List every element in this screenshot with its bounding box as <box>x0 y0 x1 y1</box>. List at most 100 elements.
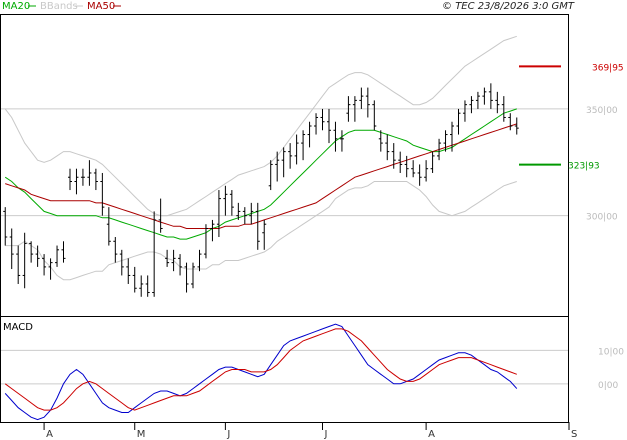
ohlc-bar <box>139 275 144 297</box>
ohlc-bar <box>171 249 176 272</box>
ohlc-bar <box>301 130 306 161</box>
x-tick-label: S <box>571 429 577 440</box>
ma50-line <box>5 123 517 229</box>
bbands-upper-line <box>4 35 517 217</box>
ohlc-bar <box>236 202 241 220</box>
ohlc-bar <box>74 168 79 195</box>
ohlc-bar <box>87 160 92 186</box>
ohlc-bar <box>178 254 183 276</box>
ohlc-bar <box>262 219 267 250</box>
ohlc-bar <box>184 262 189 293</box>
ohlc-bar <box>242 207 247 225</box>
ohlc-bar <box>22 232 27 289</box>
x-tick-label: J <box>324 429 328 440</box>
ohlc-bar <box>113 237 118 263</box>
ohlc-bar <box>488 83 493 109</box>
ohlc-bar <box>152 211 157 297</box>
ohlc-bar <box>391 143 396 169</box>
ohlc-bar <box>372 100 377 131</box>
price-tick-label: 300|00 <box>586 213 618 223</box>
ohlc-bar <box>469 96 474 114</box>
ohlc-bar <box>398 151 403 173</box>
ohlc-bar <box>404 155 409 178</box>
ohlc-bar <box>495 91 500 114</box>
ohlc-bar <box>307 121 312 148</box>
price-tick-label: 350|00 <box>586 106 618 116</box>
legend-bbands-label: BBands <box>40 1 78 12</box>
ohlc-bar <box>35 245 40 267</box>
ohlc-bar <box>145 275 150 297</box>
ohlc-bar <box>132 266 137 293</box>
bbands-lower-line <box>5 181 517 281</box>
ma20-line <box>4 108 517 240</box>
ohlc-bar <box>16 245 21 284</box>
legend: MA20 BBands MA50 <box>2 1 121 12</box>
ohlc-bar <box>339 130 344 152</box>
ohlc-bar <box>93 168 98 191</box>
macd-axis: 10|00 0|00 <box>598 347 624 390</box>
ohlc-bar <box>514 117 519 135</box>
ohlc-bar <box>462 100 467 122</box>
price-series <box>4 35 517 281</box>
ohlc-bar <box>268 160 273 191</box>
ohlc-bar <box>191 262 196 289</box>
ohlc-bar <box>475 91 480 109</box>
x-tick-label: A <box>428 429 435 440</box>
ohlc-bar <box>67 168 72 191</box>
ohlc-bar <box>359 87 364 109</box>
ohlc-bar <box>249 202 254 225</box>
macd-tick-label: 10|00 <box>598 347 624 357</box>
signal-line <box>4 328 517 411</box>
ohlc-bar <box>281 147 286 178</box>
x-tick-label: M <box>137 429 146 440</box>
ohlc-bar <box>294 134 299 165</box>
ohlc-bar <box>378 130 383 152</box>
ohlc-bar <box>456 108 461 135</box>
ohlc-bar <box>229 190 234 216</box>
ohlc-bar <box>255 202 260 250</box>
ohlc-bar <box>352 96 357 122</box>
x-tick-label: J <box>226 429 230 440</box>
ohlc-bar <box>508 113 513 131</box>
ohlc-bar <box>411 160 416 178</box>
ohlc-bar <box>223 185 228 216</box>
ohlc-bar <box>346 96 351 122</box>
price-marker-label: 323|93 <box>568 162 600 172</box>
ohlc-bar <box>437 138 442 161</box>
ohlc-bar <box>501 96 506 122</box>
ohlc-bar <box>9 228 14 270</box>
legend-ma20-label: MA20 <box>2 1 30 12</box>
ohlc-bar <box>482 87 487 105</box>
price-panel-frame <box>0 14 569 317</box>
ohlc-bar <box>216 190 221 238</box>
ohlc-bar <box>365 87 370 118</box>
price-axis: 300|00 350|00 369|95 323|93 <box>519 63 624 223</box>
price-bars <box>3 83 519 297</box>
macd-tick-label: 0|00 <box>598 381 618 391</box>
copyright-text: © TEC 23/8/2026 3:0 GMT <box>442 1 575 12</box>
macd-panel-frame <box>0 316 569 423</box>
ohlc-bar <box>106 207 111 246</box>
ohlc-bar <box>320 108 325 131</box>
ohlc-bar <box>42 254 47 276</box>
ohlc-bar <box>158 198 163 233</box>
ohlc-bar <box>385 134 390 161</box>
ohlc-bar <box>314 113 319 135</box>
ohlc-bar <box>430 151 435 173</box>
ohlc-bar <box>55 245 60 267</box>
ohlc-bar <box>3 207 8 246</box>
ohlc-bar <box>203 224 208 259</box>
ohlc-bar <box>424 160 429 182</box>
price-marker-label: 369|95 <box>592 63 624 73</box>
ohlc-bar <box>333 121 338 152</box>
macd-series <box>4 323 518 421</box>
ohlc-bar <box>417 164 422 186</box>
ohlc-bar <box>80 168 85 186</box>
x-tick-label: A <box>46 429 53 440</box>
macd-line <box>4 323 518 421</box>
ohlc-bar <box>275 151 280 182</box>
legend-ma50-label: MA50 <box>87 1 115 12</box>
ohlc-bar <box>326 108 331 144</box>
